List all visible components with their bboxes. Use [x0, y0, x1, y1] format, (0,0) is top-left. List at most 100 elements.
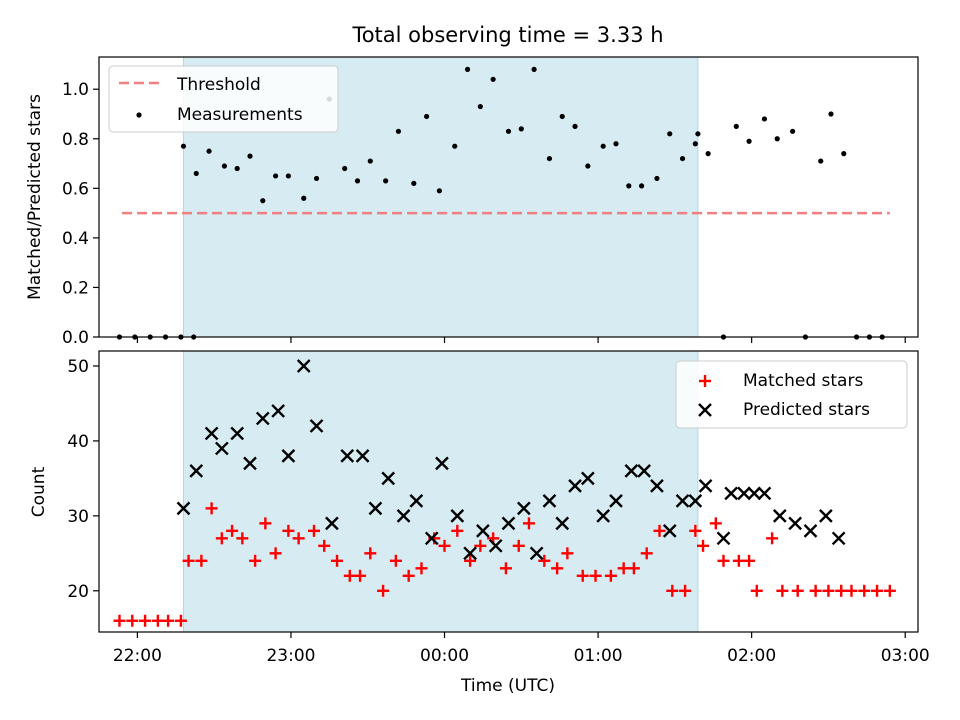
bottom-shaded-region: [182, 350, 699, 633]
matched-star-point: [451, 524, 464, 537]
predicted-star-point: [476, 523, 490, 538]
predicted-star-point: [271, 404, 286, 418]
measurement-point: [260, 198, 266, 204]
predicted-star-point: [609, 494, 623, 508]
measurement-point: [733, 123, 739, 129]
measurement-point: [585, 163, 591, 169]
matched-star-point: [269, 547, 282, 560]
predicted-star-point: [675, 494, 690, 508]
top-panel: Total observing time = 3.33 h 0.00.20.40…: [25, 23, 919, 348]
matched-star-point: [743, 554, 756, 567]
measurement-point: [654, 175, 660, 182]
measurement-point: [234, 165, 240, 172]
matched-star-point: [679, 584, 692, 597]
measurement-point: [342, 165, 348, 172]
predicted-star-point: [409, 494, 424, 508]
legend-matched-swatch: [699, 375, 711, 387]
predicted-star-point: [501, 516, 516, 531]
matched-star-point: [499, 562, 512, 575]
measurement-point: [572, 123, 578, 129]
predicted-star-point: [650, 479, 664, 493]
matched-star-point: [589, 569, 602, 582]
legend-measurements-label: Measurements: [177, 105, 303, 125]
measurement-point: [746, 138, 752, 144]
matched-star-point: [343, 569, 356, 582]
predicted-star-point: [381, 471, 396, 486]
bottom-xlabel: Time (UTC): [460, 676, 555, 696]
matched-star-point: [653, 524, 666, 537]
measurement-point: [695, 131, 701, 137]
predicted-star-point: [424, 531, 439, 546]
measurement-point: [477, 103, 483, 110]
bottom-ytick-label: 30: [67, 507, 89, 527]
predicted-star-point: [788, 516, 802, 531]
matched-star-point: [576, 569, 589, 582]
measurement-point: [285, 173, 291, 179]
predicted-star-point: [463, 546, 477, 561]
measurement-point: [667, 131, 673, 137]
matched-star-point: [236, 532, 249, 545]
matched-star-point: [666, 584, 679, 597]
predicted-star-point: [747, 486, 762, 501]
matched-star-point: [561, 547, 574, 560]
predicted-star-point: [737, 486, 751, 501]
predicted-star-point: [698, 479, 713, 493]
measurement-point: [546, 155, 553, 162]
matched-star-point: [354, 569, 367, 582]
matched-star-point: [717, 554, 730, 567]
matched-star-point: [282, 524, 295, 537]
predicted-star-point: [230, 426, 245, 441]
matched-star-point: [126, 614, 139, 627]
legend-matched-label: Matched stars: [743, 371, 863, 391]
bottom-x-axis: 22:00 23:00 00:00 01:00 02:00 03:00: [113, 632, 930, 666]
matched-star-point: [709, 517, 722, 530]
matched-star-point: [318, 539, 331, 552]
measurement-point: [518, 126, 524, 132]
matched-star-point: [377, 584, 390, 597]
matched-star-point: [512, 539, 525, 552]
matched-star-point: [292, 532, 305, 545]
matched-star-point: [732, 554, 745, 567]
predicted-star-point: [716, 531, 731, 546]
predicted-star-point: [355, 449, 370, 463]
legend-threshold-label: Threshold: [176, 75, 261, 95]
matched-star-point: [139, 614, 152, 627]
bottom-ytick-label: 40: [67, 432, 89, 452]
measurement-point: [313, 175, 320, 182]
top-ytick-label: 0.0: [62, 328, 89, 348]
measurement-point: [424, 113, 430, 120]
predicted-star-point: [831, 531, 846, 546]
matched-star-point: [205, 502, 218, 515]
top-legend: Threshold Measurements: [108, 65, 339, 133]
predicted-star-point: [176, 501, 191, 516]
top-ytick-label: 0.4: [62, 229, 89, 249]
measurement-point: [367, 158, 373, 164]
matched-star-point: [604, 569, 617, 582]
predicted-star-point: [662, 523, 677, 538]
bottom-legend-box: [675, 360, 908, 429]
matched-star-point: [464, 554, 477, 567]
measurement-point: [531, 66, 537, 72]
predicted-star-point: [772, 509, 787, 523]
predicted-star-point: [637, 464, 651, 478]
matched-star-point: [415, 562, 428, 575]
top-axes-frame: [98, 56, 919, 338]
matched-star-point: [858, 584, 871, 597]
matched-star-point: [697, 539, 710, 552]
matched-star-point: [151, 614, 164, 627]
bottom-y-axis: 20 30 40 50: [67, 357, 99, 602]
measurement-point: [247, 153, 253, 159]
measurement-point: [452, 143, 458, 149]
bottom-xtick-label: 03:00: [881, 646, 930, 666]
top-title: Total observing time = 3.33 h: [351, 23, 663, 47]
top-x-axis: [136, 337, 906, 343]
matched-star-point: [226, 524, 239, 537]
bottom-ytick-label: 20: [67, 582, 89, 602]
bottom-legend: Matched stars Predicted stars: [675, 360, 908, 429]
predicted-star-point: [819, 509, 833, 523]
bottom-axes-frame: [98, 350, 919, 633]
predicted-star-point: [396, 509, 411, 523]
predicted-star-point: [757, 486, 772, 501]
matched-star-point: [249, 554, 262, 567]
matched-star-point: [776, 584, 789, 597]
